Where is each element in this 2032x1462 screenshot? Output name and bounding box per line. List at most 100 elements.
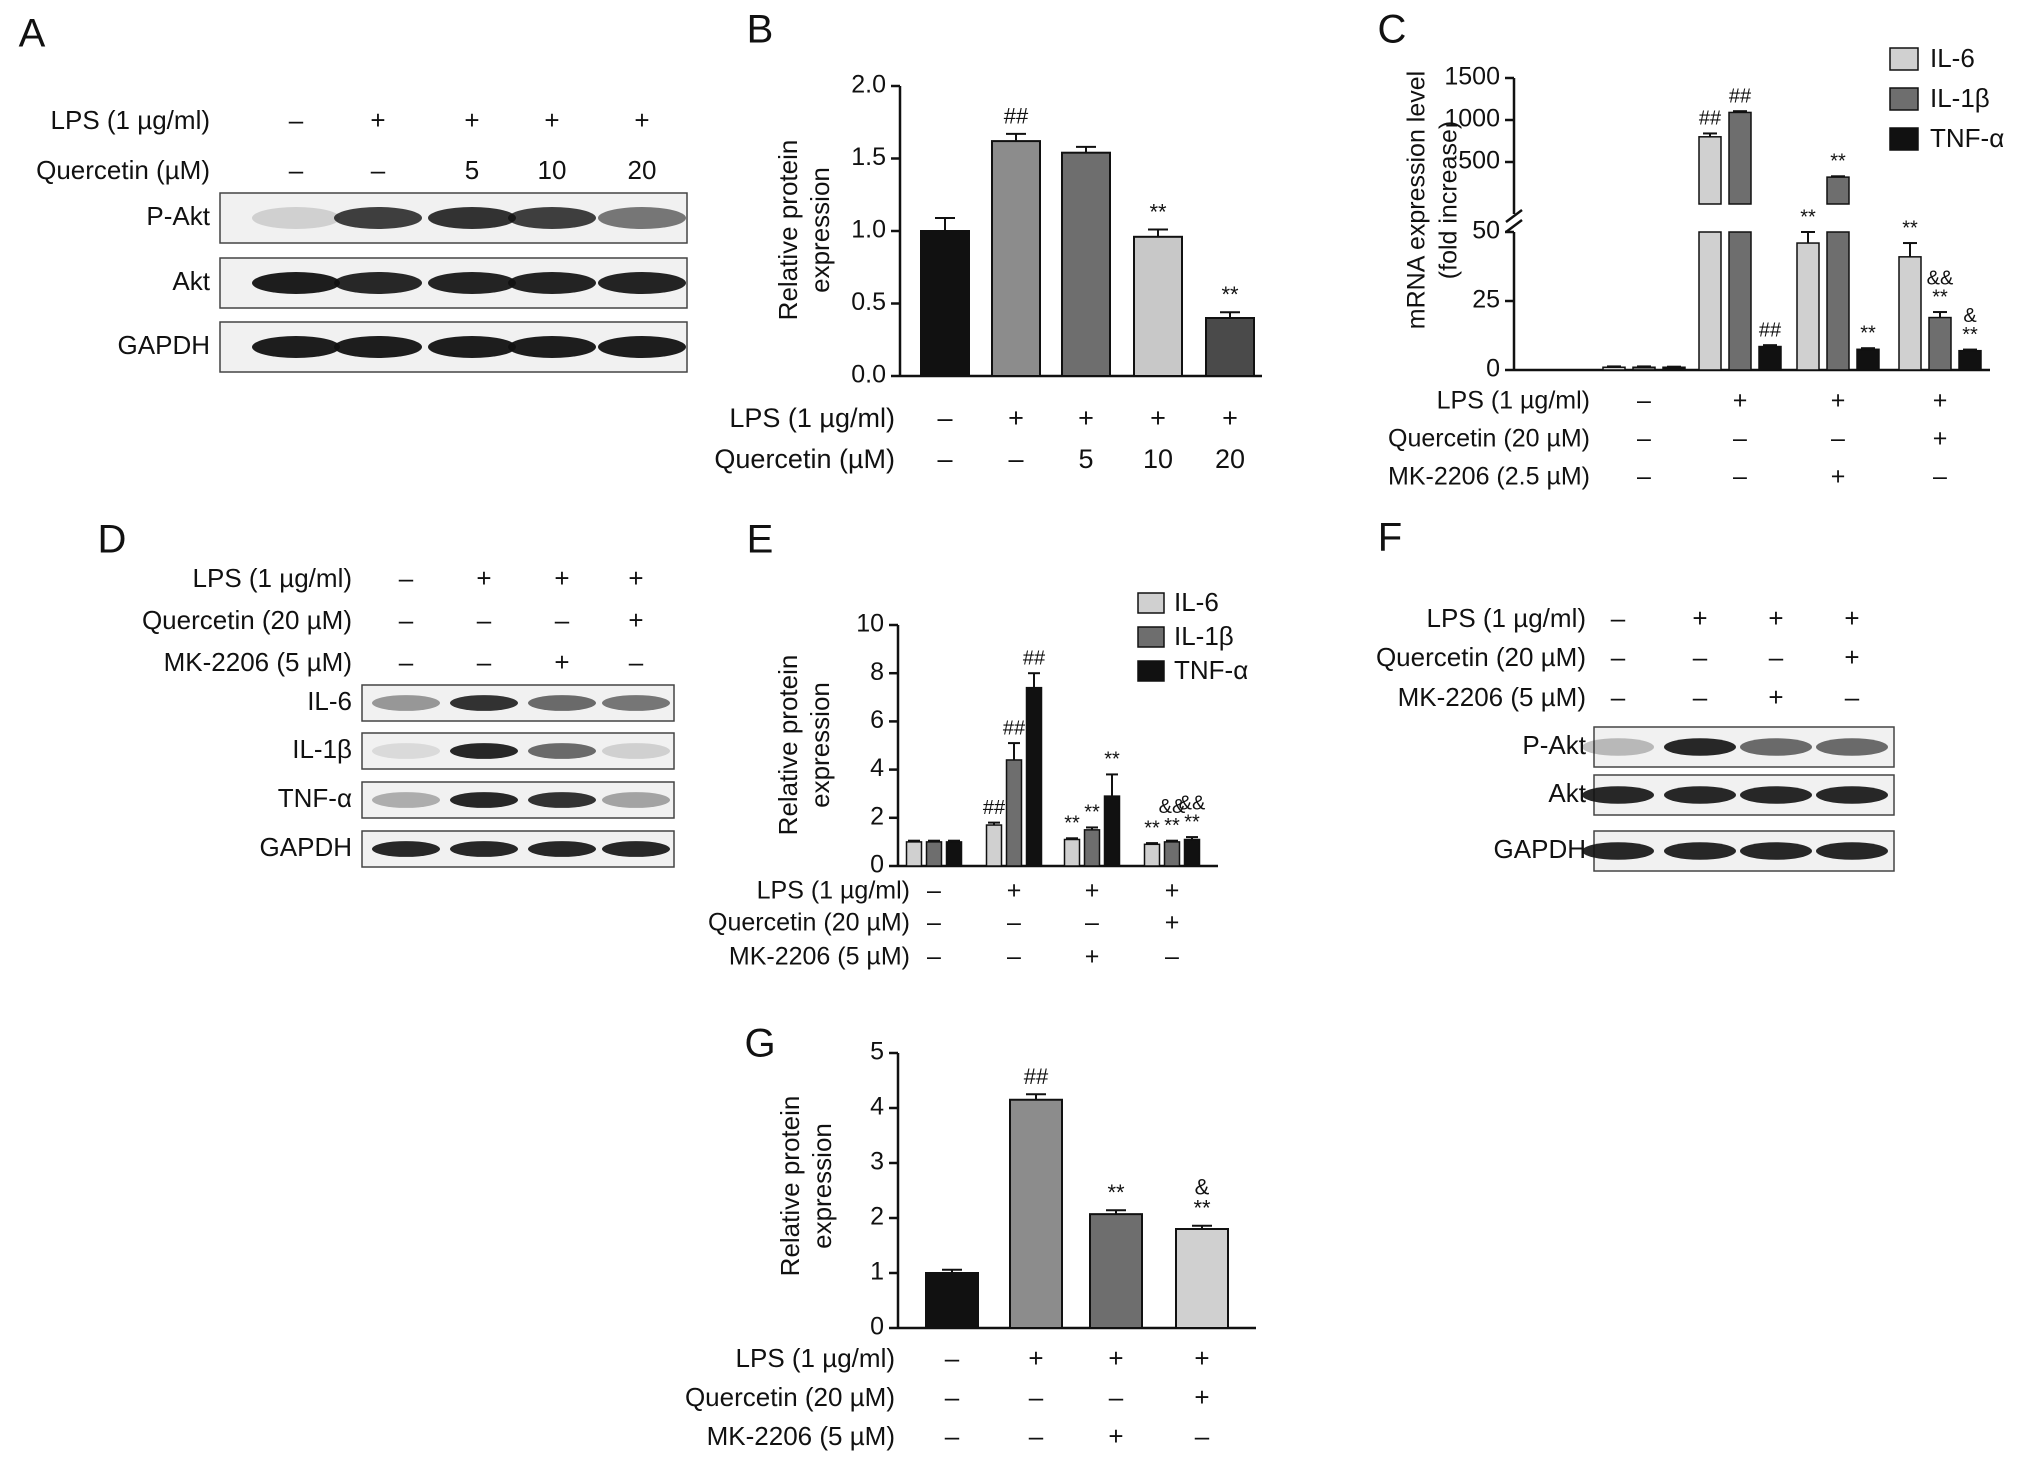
blot-band (372, 743, 440, 759)
condition-value: + (1008, 403, 1024, 433)
bar (1089, 1213, 1143, 1330)
condition-value: 10 (538, 155, 567, 185)
condition-label: LPS (1 µg/ml) (51, 105, 210, 135)
legend-label: IL-6 (1174, 587, 1219, 617)
blot-band (1816, 842, 1888, 860)
y-axis-label: expression (807, 1123, 837, 1249)
bar (1183, 838, 1201, 867)
blot-band (334, 272, 422, 294)
condition-value: – (937, 444, 952, 474)
significance-label: ** (1962, 324, 1978, 346)
blot-band (528, 695, 596, 711)
condition-value: – (371, 155, 386, 185)
bar (1898, 256, 1922, 371)
condition-value: – (1831, 425, 1845, 453)
band-label: GAPDH (1494, 834, 1586, 864)
y-tick-label: 5 (870, 1038, 884, 1066)
y-tick-label: 0.5 (851, 288, 886, 316)
significance-label: ** (1193, 1196, 1211, 1221)
condition-label: LPS (1 µg/ml) (1427, 603, 1586, 633)
condition-value: + (1194, 1382, 1209, 1412)
condition-value: 20 (628, 155, 657, 185)
significance-label: ** (1164, 815, 1180, 837)
blot-band (1664, 738, 1736, 756)
y-tick-label: 0.0 (851, 361, 886, 389)
blot-conditions-F: LPS (1 µg/ml) – + + +Quercetin (20 µM) – – – +MK… (1376, 603, 1860, 712)
y-tick-label: 0 (870, 851, 884, 879)
condition-value: – (1165, 943, 1179, 971)
condition-value: + (634, 105, 649, 135)
condition-value: – (1769, 642, 1784, 672)
significance-label: ** (1144, 817, 1160, 839)
bar (1061, 151, 1111, 377)
condition-value: + (1078, 403, 1094, 433)
condition-value: + (464, 105, 479, 135)
panel-letter-D: D (98, 518, 127, 562)
significance-label: ** (1104, 749, 1120, 771)
significance-label: ## (1003, 717, 1026, 739)
significance-label: ## (983, 797, 1006, 819)
conditions-C: LPS (1 µg/ml) – + + + Quercetin (20 µM) – – – + MK… (1388, 387, 1947, 491)
y-tick-label: 500 (1458, 147, 1500, 175)
condition-label: LPS (1 µg/ml) (729, 403, 895, 433)
significance-label: ## (1004, 104, 1029, 129)
bar (1063, 838, 1081, 867)
y-axis-label: expression (805, 167, 835, 293)
condition-value: – (1637, 387, 1651, 415)
blot-band (1740, 738, 1812, 756)
blot-band (450, 792, 518, 808)
blot-band (372, 792, 440, 808)
condition-value: – (1933, 463, 1947, 491)
panel-letter-G: G (744, 1022, 775, 1066)
band-label: TNF-α (278, 783, 352, 813)
blot-band (1582, 786, 1654, 804)
y-tick-label: 3 (870, 1148, 884, 1176)
significance-label: & (1963, 305, 1977, 327)
condition-value: – (555, 605, 570, 635)
blot-conditions-D: LPS (1 µg/ml) – + + + Quercetin (20 µM) – – – + MK… (142, 563, 644, 677)
band-label: IL-6 (307, 686, 352, 716)
band-label: P-Akt (1522, 730, 1586, 760)
blot-band (508, 336, 596, 358)
blot-band (1740, 786, 1812, 804)
blot-band (528, 743, 596, 759)
condition-value: – (1733, 425, 1747, 453)
bar (985, 824, 1003, 867)
conditions-E: LPS (1 µg/ml) – + + +Quercetin (20 µM) – – – +MK… (708, 877, 1179, 971)
significance-label: ## (1759, 319, 1782, 341)
bar (925, 841, 943, 867)
condition-value: – (937, 403, 952, 433)
significance-label: && (1927, 267, 1954, 289)
condition-value: – (927, 909, 941, 937)
condition-value: + (554, 563, 569, 593)
significance-label: ** (1902, 217, 1918, 239)
panel-letter-F: F (1378, 516, 1402, 560)
legend-label: IL-1β (1930, 83, 1990, 113)
bar (1826, 176, 1850, 205)
significance-label: ## (1024, 1064, 1049, 1089)
condition-label: Quercetin (20 µM) (142, 605, 352, 635)
condition-value: + (628, 563, 643, 593)
blot-band (602, 743, 670, 759)
legend-label: TNF-α (1174, 655, 1248, 685)
blot-band (1582, 842, 1654, 860)
legend-label: TNF-α (1930, 123, 2004, 153)
condition-value: + (554, 647, 569, 677)
blot-band (598, 207, 686, 229)
blot-band (428, 272, 516, 294)
bar (1009, 1098, 1063, 1329)
blot-band (1664, 786, 1736, 804)
bar (1632, 366, 1656, 371)
condition-value: – (1611, 603, 1626, 633)
legend-swatch (1889, 127, 1919, 151)
y-tick-label: 1.5 (851, 143, 886, 171)
bar (920, 230, 970, 377)
y-tick-label: 2 (870, 802, 884, 830)
legend-label: IL-1β (1174, 621, 1234, 651)
bar (1103, 795, 1121, 867)
bar (1728, 111, 1752, 205)
blot-band (428, 207, 516, 229)
condition-value: – (1693, 682, 1708, 712)
